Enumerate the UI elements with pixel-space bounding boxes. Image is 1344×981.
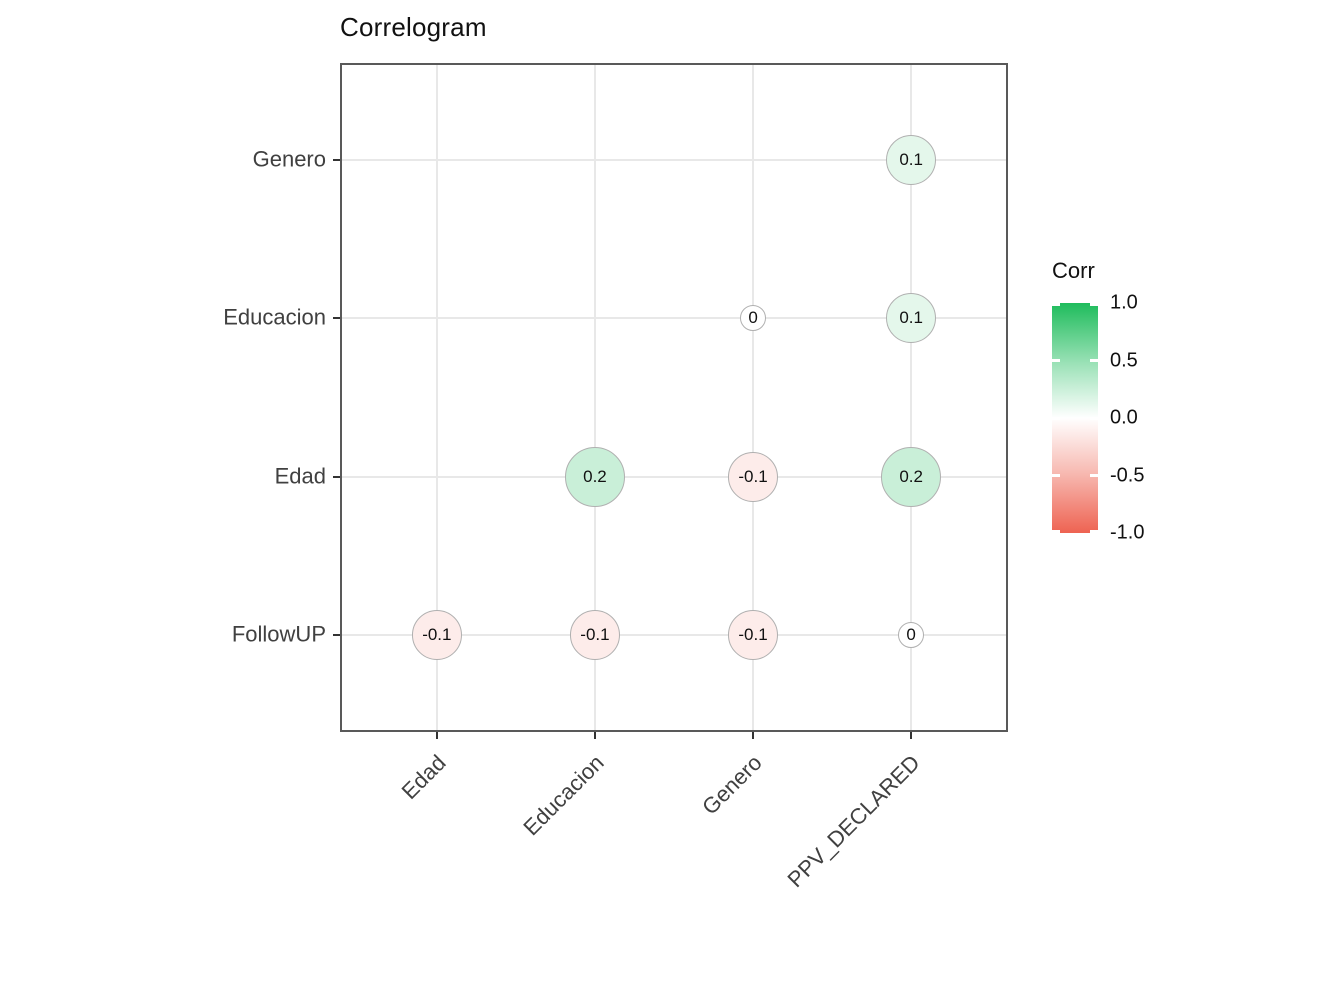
correlation-bubble: 0 — [740, 305, 767, 332]
gridline-horizontal — [342, 475, 1006, 478]
gridline-vertical — [593, 65, 596, 730]
legend-colorbar-tick — [1052, 530, 1060, 533]
correlation-bubble: 0.2 — [881, 446, 942, 507]
gridline-vertical — [752, 65, 755, 730]
gridline-vertical — [910, 65, 913, 730]
legend-tick-label: 0.5 — [1110, 349, 1138, 371]
correlation-bubble: -0.1 — [728, 451, 779, 502]
correlation-bubble: 0 — [898, 622, 925, 648]
correlation-bubble: 0.2 — [564, 446, 625, 507]
x-axis-tick — [910, 732, 913, 739]
y-axis-label: Genero — [252, 146, 326, 172]
legend-title: Corr — [1052, 258, 1095, 283]
legend-colorbar-tick — [1090, 359, 1098, 362]
x-axis-tick — [752, 732, 755, 739]
legend-colorbar-tick — [1052, 359, 1060, 362]
plot-panel: 0.1 0 0.1 0.2 -0.1 0.2 -0.1 -0.1 -0.1 0 — [340, 63, 1008, 732]
y-axis-tick — [333, 634, 340, 636]
gridline-vertical — [435, 65, 438, 730]
gridline-horizontal — [342, 159, 1006, 161]
legend-colorbar-tick — [1052, 303, 1060, 306]
correlogram-chart: Correlogram 0.1 0 0.1 0.2 -0.1 0.2 -0.1 -0.1 -0.… — [223, 12, 1232, 892]
legend-colorbar-tick — [1090, 303, 1098, 306]
legend-colorbar-tick — [1090, 474, 1098, 477]
legend-colorbar — [1052, 303, 1098, 533]
legend: Corr 1.0 0.5 0.0 -0.5 -1.0 — [1052, 258, 1232, 558]
legend-tick-label: -0.5 — [1110, 464, 1145, 486]
y-axis-tick — [333, 159, 340, 161]
correlation-bubble: 0.1 — [886, 134, 937, 186]
legend-tick-label: 0.0 — [1110, 406, 1138, 429]
legend-colorbar-tick — [1090, 530, 1098, 533]
y-axis-tick — [333, 475, 340, 478]
y-axis-label: Edad — [274, 463, 326, 489]
y-axis-label: FollowUP — [231, 621, 326, 647]
correlation-bubble: -0.1 — [728, 609, 779, 661]
y-axis-tick — [333, 317, 340, 320]
legend-colorbar-tick — [1090, 416, 1098, 420]
x-axis-tick — [593, 732, 596, 739]
legend-tick-label: 1.0 — [1110, 291, 1138, 314]
plot-title: Correlogram — [340, 12, 487, 42]
legend-colorbar-tick — [1052, 474, 1060, 477]
correlation-bubble: 0.1 — [886, 293, 937, 344]
correlation-bubble: -0.1 — [411, 609, 462, 661]
legend-tick-label: -1.0 — [1110, 521, 1145, 544]
gridline-horizontal — [342, 317, 1006, 320]
x-axis-tick — [435, 732, 438, 739]
correlation-bubble: -0.1 — [569, 609, 620, 661]
y-axis-label: Educacion — [223, 304, 326, 330]
legend-colorbar-tick — [1052, 416, 1060, 420]
gridline-horizontal — [342, 634, 1006, 636]
